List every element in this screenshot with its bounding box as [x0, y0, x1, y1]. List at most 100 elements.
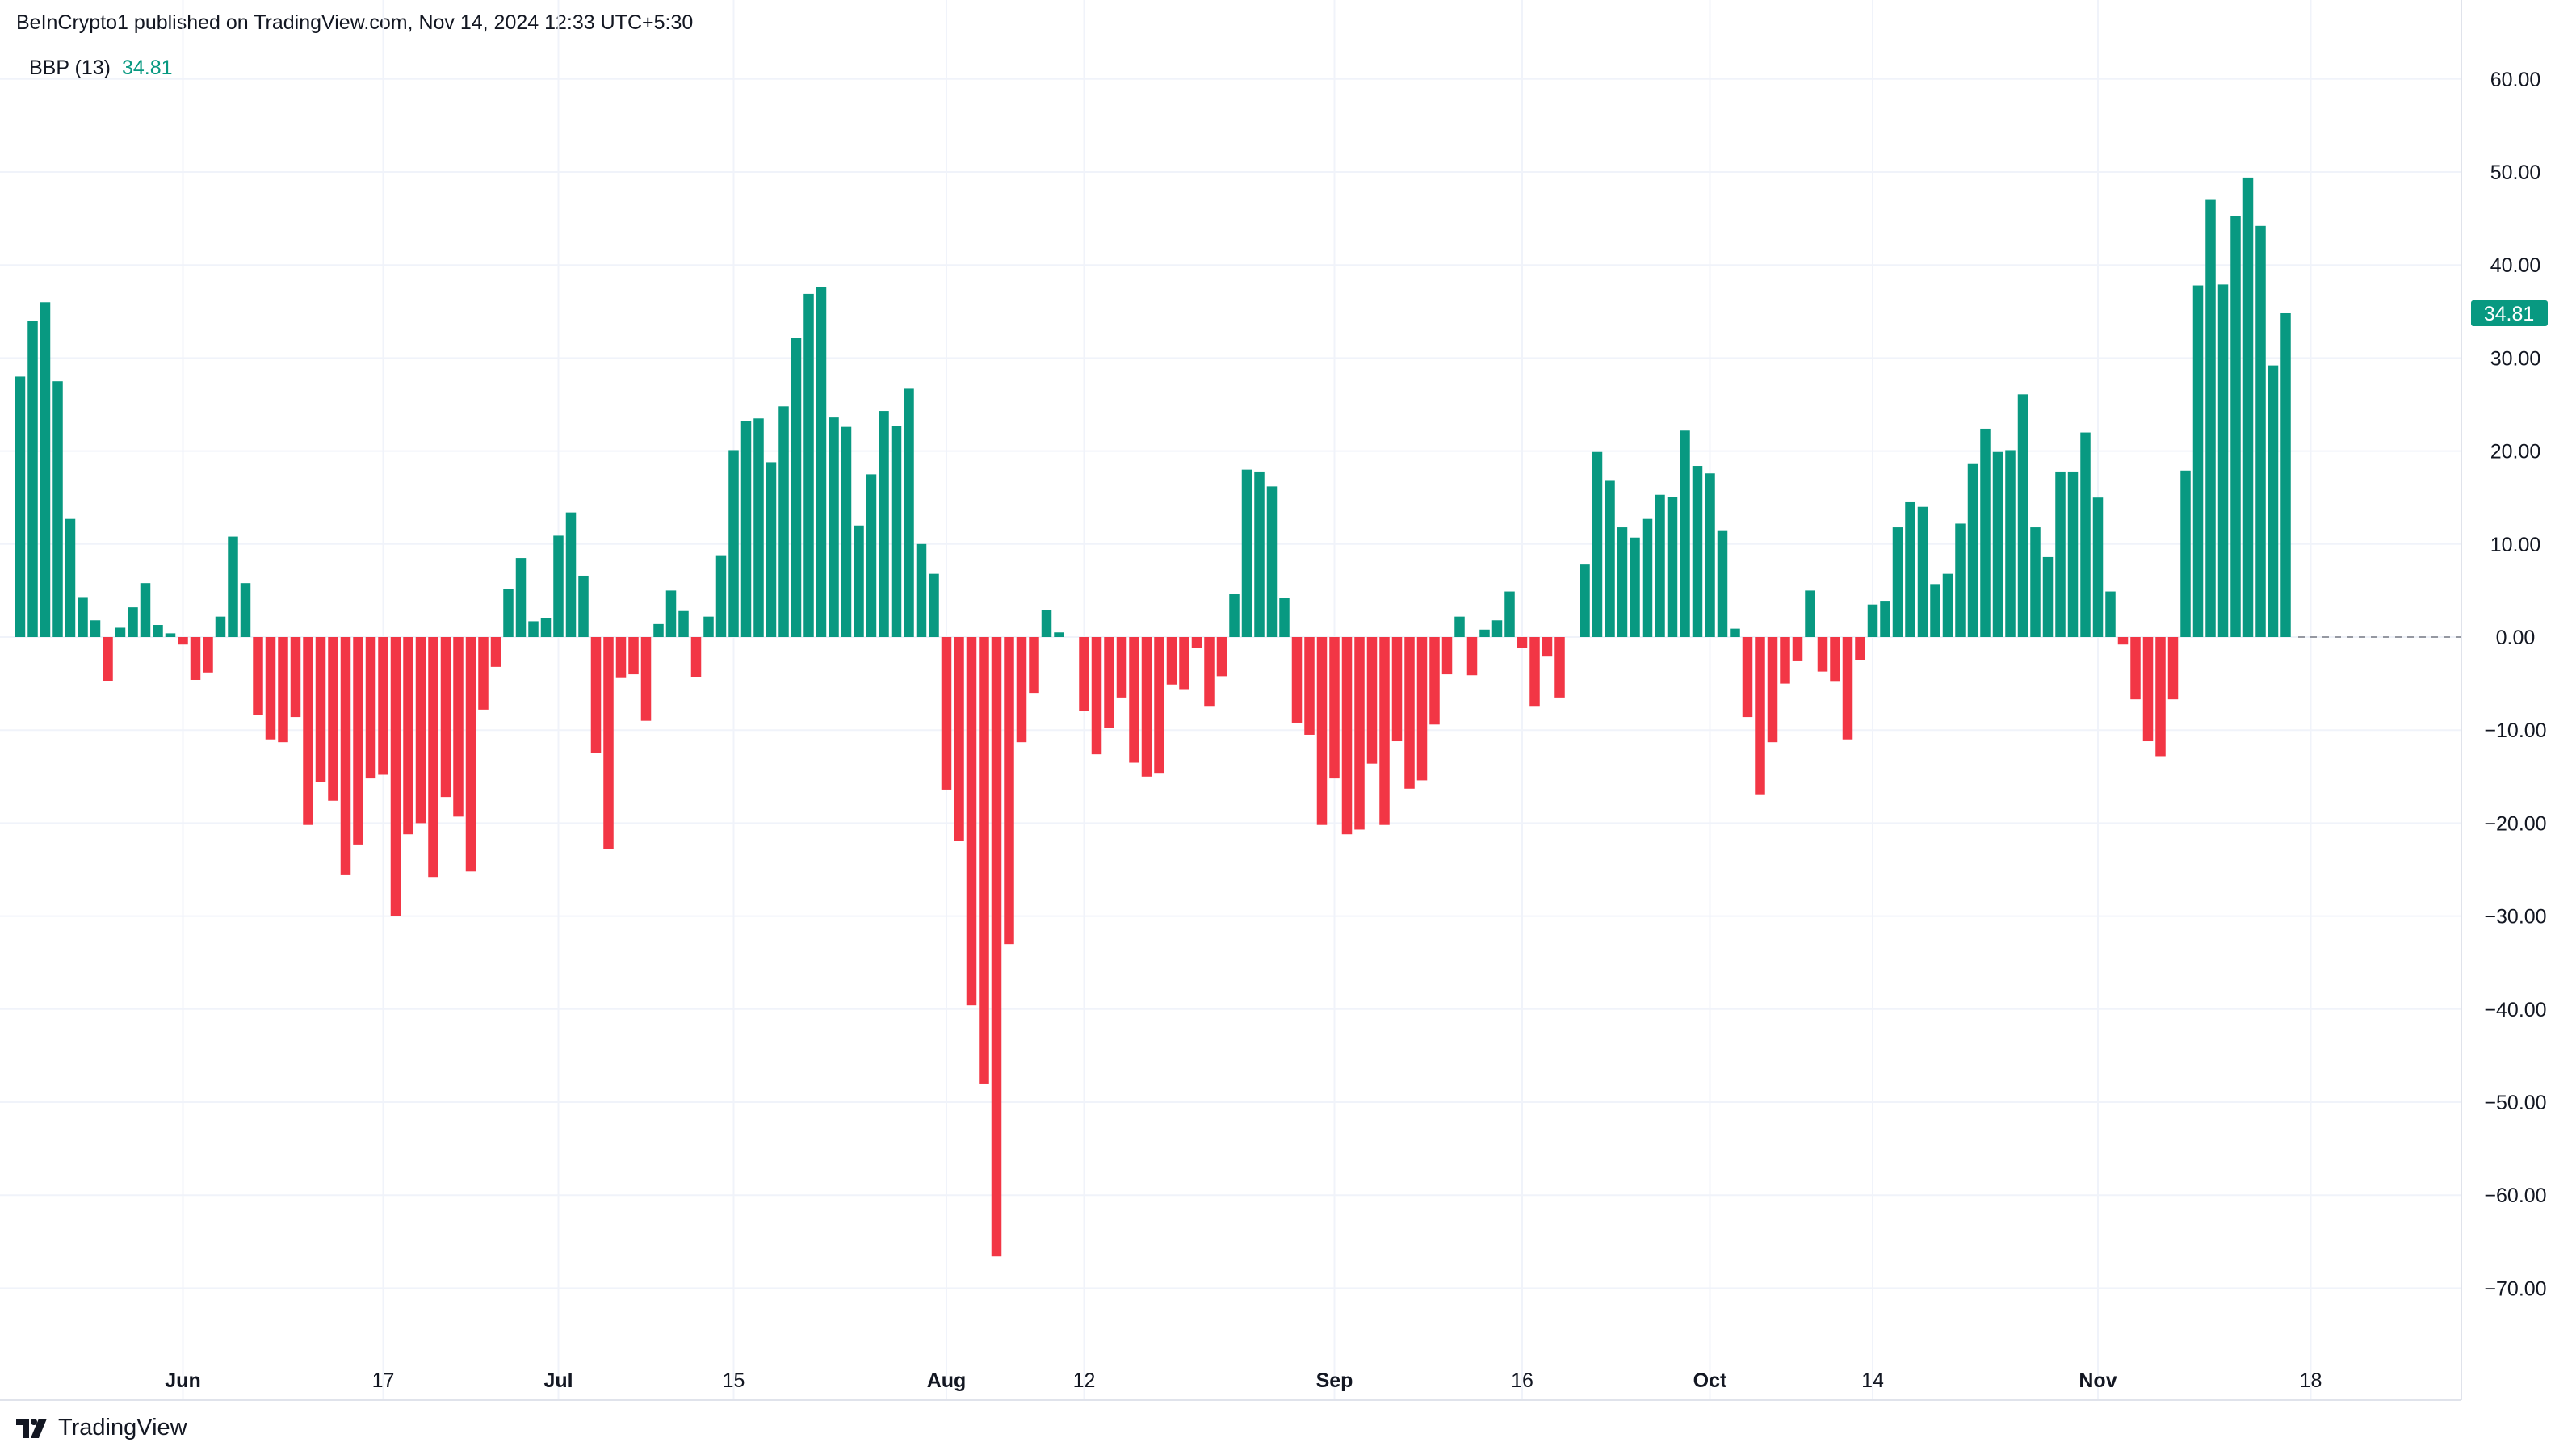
indicator-legend[interactable]: BBP (13) 34.81 — [29, 57, 173, 80]
y-tick-label: 20.00 — [2490, 441, 2541, 463]
bbp-bar — [2042, 556, 2054, 637]
bbp-bar — [1429, 637, 1440, 725]
bbp-bar — [2030, 527, 2041, 637]
bbp-bar — [916, 543, 927, 637]
bbp-bar — [2230, 216, 2241, 637]
bbp-bar — [904, 388, 914, 637]
bbp-bar — [1780, 637, 1790, 684]
bbp-bar — [879, 411, 889, 637]
bbp-bar — [1880, 601, 1890, 637]
bars-layer — [15, 177, 2461, 1257]
bbp-bar — [1905, 501, 1915, 637]
y-tick-label: −30.00 — [2484, 906, 2546, 929]
bbp-bar — [1179, 637, 1189, 690]
bbp-bar — [115, 627, 126, 637]
bbp-bar — [1967, 463, 1978, 637]
bbp-bar — [1955, 523, 1966, 637]
bbp-bar — [553, 535, 564, 637]
bbp-bar — [2117, 637, 2129, 645]
bbp-bar — [1304, 637, 1315, 735]
bbp-bar — [866, 474, 877, 637]
bbp-bar — [1655, 494, 1665, 637]
bbp-bar — [1642, 518, 1653, 637]
bbp-bar — [816, 287, 827, 637]
bbp-bar — [328, 637, 338, 801]
bbp-bar — [1867, 604, 1878, 637]
bbp-bar — [178, 637, 188, 645]
y-tick-label: 40.00 — [2490, 254, 2541, 277]
bbp-bar — [991, 637, 1002, 1257]
bbp-bar — [365, 637, 376, 779]
bbp-bar — [403, 637, 413, 835]
bbp-bar — [1354, 637, 1365, 830]
bbp-bar — [728, 450, 739, 637]
bbp-bar — [290, 637, 301, 718]
x-tick-label: Sep — [1316, 1369, 1353, 1392]
bbp-bar — [1229, 594, 1240, 637]
bbp-bar — [1141, 637, 1152, 777]
bbp-bar — [265, 637, 276, 740]
bbp-bar — [2080, 432, 2091, 637]
y-tick-label: 30.00 — [2490, 347, 2541, 370]
bbp-bar — [1630, 537, 1640, 637]
bbp-bar — [1742, 637, 1753, 718]
bbp-bar — [1291, 637, 1303, 723]
bbp-bar — [1892, 527, 1903, 637]
bbp-bar — [2205, 199, 2216, 637]
x-tick-label: 15 — [723, 1369, 745, 1392]
bbp-bar — [2067, 471, 2079, 637]
bbp-bar — [1580, 564, 1590, 637]
bbp-bar — [678, 610, 689, 637]
bbp-bar — [2280, 312, 2291, 637]
bbp-bar — [1855, 637, 1865, 660]
bbp-bar — [378, 637, 388, 775]
bbp-bar — [1805, 590, 1815, 637]
bbp-bar — [603, 637, 614, 849]
bbp-bar — [215, 616, 226, 637]
bbp-bar — [1491, 620, 1503, 637]
bbp-bar — [528, 621, 539, 637]
bbp-bar — [1391, 637, 1403, 742]
bbp-bar — [841, 426, 852, 637]
bbp-bar — [2268, 365, 2279, 637]
bbp-bar — [703, 616, 714, 637]
bbp-bar — [428, 637, 438, 878]
y-tick-label: −10.00 — [2484, 719, 2546, 742]
bbp-bar — [253, 637, 263, 715]
bbp-bar — [1730, 628, 1740, 637]
bbp-bar — [303, 637, 313, 825]
bbp-bar — [2192, 285, 2204, 637]
bbp-bar — [478, 637, 489, 710]
bbp-bar — [1166, 637, 1177, 685]
bbp-bar — [2167, 637, 2179, 700]
bbp-bar — [2180, 470, 2191, 637]
bbp-bar — [1016, 637, 1027, 743]
tradingview-brand[interactable]: TradingView — [16, 1415, 187, 1441]
indicator-value: 34.81 — [121, 57, 173, 79]
bbp-bar — [941, 637, 952, 790]
bbp-bar — [228, 536, 238, 637]
bbp-bar — [653, 623, 664, 637]
bbp-bar — [966, 637, 977, 1006]
bbp-bar — [15, 376, 26, 637]
bbp-bar — [353, 637, 363, 845]
bbp-bar — [954, 637, 964, 841]
bbp-bar — [1817, 637, 1828, 672]
bbp-bar — [1755, 637, 1765, 795]
bbp-bar — [153, 625, 163, 637]
tradingview-logo-icon — [16, 1418, 47, 1438]
bbp-bar — [2242, 177, 2254, 637]
x-tick-label: Oct — [1693, 1369, 1727, 1392]
bbp-bar — [1667, 497, 1678, 637]
bbp-bar — [1605, 480, 1615, 637]
y-tick-label: −40.00 — [2484, 999, 2546, 1021]
bbp-bar — [2130, 637, 2141, 700]
bbp-bar — [103, 637, 113, 681]
x-tick-label: 18 — [2300, 1369, 2322, 1392]
bbp-bar — [128, 607, 138, 637]
y-tick-label: −20.00 — [2484, 812, 2546, 835]
bbp-bar — [1266, 486, 1278, 637]
bbp-bar — [52, 381, 63, 637]
y-axis: 60.00 50.00 40.00 30.00 20.00 10.00 0.00 −10.00… — [2484, 69, 2546, 1301]
bbp-bar — [165, 633, 176, 637]
